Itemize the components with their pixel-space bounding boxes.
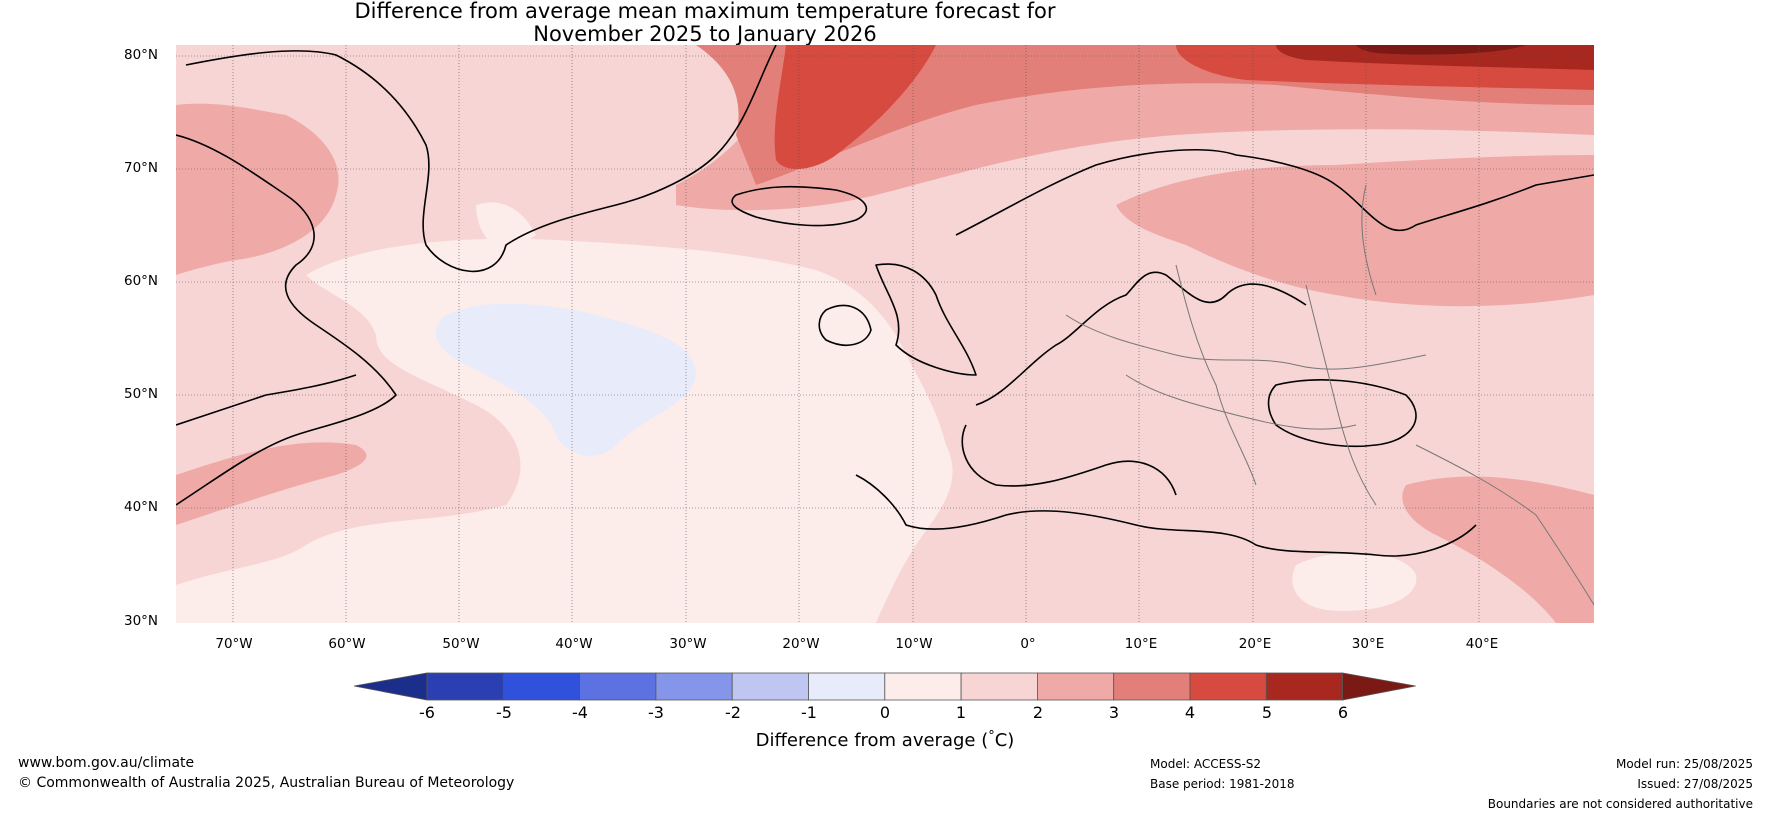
lon-label-20w: 20°W — [782, 636, 820, 652]
footer-disclaimer: Boundaries are not considered authoritat… — [1487, 797, 1753, 811]
country-borders — [1065, 184, 1594, 606]
north-america-coast — [176, 374, 357, 426]
degree-symbol: ° — [988, 729, 995, 744]
colorbar-segment — [579, 672, 657, 701]
labrador-coast — [176, 134, 397, 506]
title-line-2: November 2025 to January 2026 — [533, 22, 877, 46]
footer-model: Model: ACCESS-S2 — [1150, 757, 1262, 771]
lat-label-80n: 80°N — [124, 47, 159, 63]
lon-label-70w: 70°W — [215, 636, 253, 652]
lon-label-50w: 50°W — [442, 636, 480, 652]
anomaly-field-4-5 — [774, 45, 936, 170]
lon-label-40e: 40°E — [1465, 636, 1499, 652]
colorbar-tick-2: 2 — [1032, 703, 1044, 722]
forecast-map — [176, 45, 1594, 623]
footer-model-run: Model run: 25/08/2025 — [1615, 757, 1753, 771]
colorbar-title: Difference from average (°C) — [0, 729, 1770, 751]
lon-label-30w: 30°W — [669, 636, 707, 652]
lat-label-40n: 40°N — [124, 499, 159, 515]
lon-label-0: 0° — [1020, 636, 1036, 652]
colorbar-title-unit: C) — [994, 730, 1015, 751]
lat-label-50n: 50°N — [124, 386, 159, 402]
colorbar-title-text: Difference from average ( — [755, 730, 989, 751]
anomaly-field-6-plus — [1356, 45, 1526, 55]
lat-label-30n: 30°N — [124, 613, 159, 629]
colorbar-tick-neg3: -3 — [648, 703, 664, 722]
lon-label-40w: 40°W — [555, 636, 593, 652]
coastlines — [176, 45, 1594, 557]
colorbar-extend-low — [354, 672, 428, 701]
lon-label-60w: 60°W — [328, 636, 366, 652]
anomaly-field-0-1-med — [1292, 552, 1417, 611]
colorbar-segment — [1265, 672, 1343, 701]
graticule — [176, 45, 1594, 623]
colorbar-segment — [884, 672, 962, 701]
map-svg — [176, 45, 1594, 623]
colorbar-tick-3: 3 — [1108, 703, 1120, 722]
anomaly-field-2-3-scand — [1116, 155, 1594, 307]
colorbar-segment — [426, 672, 504, 701]
title-line-1: Difference from average mean maximum tem… — [354, 0, 1056, 23]
lon-label-10w: 10°W — [895, 636, 933, 652]
colorbar-tick-neg2: -2 — [725, 703, 741, 722]
europe-coast — [855, 149, 1594, 557]
colorbar-segment — [502, 672, 581, 701]
anomaly-field-2-3-mideast — [1402, 476, 1594, 623]
colorbar — [354, 672, 1416, 701]
colorbar-segment — [731, 672, 809, 701]
colorbar-tick-6: 6 — [1337, 703, 1349, 722]
colorbar-segment — [655, 672, 733, 701]
colorbar-segment — [960, 672, 1038, 701]
colorbar-segment — [1189, 672, 1267, 701]
colorbar-segment — [1037, 672, 1115, 701]
anomaly-field-0-1-north — [476, 202, 536, 255]
colorbar-extend-high — [1342, 672, 1416, 701]
footer-url: www.bom.gov.au/climate — [18, 755, 195, 771]
footer-issued: Issued: 27/08/2025 — [1637, 777, 1753, 791]
colorbar-segment — [808, 672, 886, 701]
colorbar-tick-5: 5 — [1261, 703, 1273, 722]
colorbar-tick-neg4: -4 — [572, 703, 588, 722]
anomaly-field-2-3-west — [176, 103, 339, 275]
ireland-coast — [818, 304, 872, 346]
footer-copyright: © Commonwealth of Australia 2025, Austra… — [18, 775, 515, 791]
lat-label-70n: 70°N — [124, 160, 159, 176]
colorbar-tick-1: 1 — [955, 703, 967, 722]
anomaly-field-neg1-0 — [435, 303, 696, 456]
colorbar-segment — [1113, 672, 1191, 701]
lat-label-60n: 60°N — [124, 273, 159, 289]
britain-coast — [875, 263, 977, 376]
colorbar-tick-4: 4 — [1184, 703, 1196, 722]
greenland-coast — [185, 45, 777, 273]
lon-label-20e: 20°E — [1238, 636, 1272, 652]
anomaly-field-5-6 — [1276, 45, 1594, 70]
colorbar-tick-neg6: -6 — [419, 703, 435, 722]
lon-label-10e: 10°E — [1124, 636, 1158, 652]
anomaly-field-2-3-usa — [176, 442, 367, 525]
chart-title: Difference from average mean maximum tem… — [0, 0, 1410, 46]
footer-base-period: Base period: 1981-2018 — [1150, 777, 1295, 791]
black-sea-coast — [1267, 379, 1417, 448]
colorbar-tick-neg5: -5 — [496, 703, 512, 722]
colorbar-tick-neg1: -1 — [801, 703, 817, 722]
iceland-coast — [731, 185, 868, 227]
colorbar-tick-0: 0 — [879, 703, 891, 722]
lon-label-30e: 30°E — [1351, 636, 1385, 652]
